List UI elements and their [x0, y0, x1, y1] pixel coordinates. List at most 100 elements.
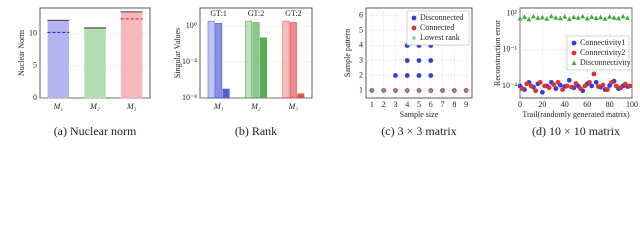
marker	[564, 83, 570, 89]
y-tick-label: 2	[359, 70, 363, 79]
marker	[404, 73, 410, 78]
y-axis-label: Nuclear Norm	[17, 29, 26, 76]
x-tick-label: M₂	[250, 102, 261, 111]
y-tick-label: 4	[359, 40, 363, 49]
bar	[282, 20, 290, 99]
marker	[589, 14, 595, 19]
caption: (d) 10 × 10 matrix	[532, 124, 620, 138]
bar	[297, 93, 305, 99]
x-tick-label: 5	[417, 100, 421, 109]
bar	[215, 23, 223, 99]
marker	[596, 84, 601, 89]
marker	[571, 50, 577, 56]
bar	[245, 20, 253, 99]
marker	[560, 87, 565, 92]
caption: (c) 3 × 3 matrix	[381, 124, 456, 138]
x-tick-label: 0	[518, 100, 522, 109]
marker	[440, 88, 445, 93]
x-axis-label: Trail(randomly generated matrix)	[522, 110, 630, 119]
marker	[600, 82, 606, 88]
marker	[591, 71, 597, 77]
marker	[411, 15, 417, 21]
marker	[613, 83, 619, 89]
legend-label: Lowest rank	[420, 33, 460, 42]
y-tick-label: 5	[359, 25, 363, 34]
marker	[526, 16, 532, 22]
y-tick-label: 3	[359, 55, 363, 64]
marker	[571, 14, 577, 20]
x-tick-label: 60	[583, 100, 591, 109]
marker	[578, 86, 583, 92]
marker	[566, 16, 572, 22]
marker	[528, 83, 534, 89]
marker	[428, 58, 434, 63]
x-tick-label: M₂	[89, 102, 100, 111]
marker	[452, 88, 457, 93]
x-tick-label: M₃	[288, 102, 299, 111]
annotation: GT:2	[285, 9, 302, 18]
marker	[546, 85, 552, 91]
x-tick-label: 7	[441, 100, 445, 109]
marker	[557, 15, 563, 21]
y-tick-label: 10⁻⁴	[502, 81, 517, 90]
x-tick-label: 4	[405, 100, 409, 109]
y-tick-label: 10²	[507, 9, 518, 18]
y-tick-label: 10⁻¹	[502, 45, 517, 54]
y-tick-label: 6	[359, 10, 363, 19]
y-axis-label: Reconstruction error	[493, 20, 502, 86]
legend-box	[406, 10, 470, 46]
bar	[289, 22, 297, 99]
bar	[84, 27, 106, 99]
legend-label: Connectivity2	[580, 48, 625, 57]
marker	[463, 88, 469, 93]
marker	[428, 88, 434, 93]
x-tick-label: M₃	[126, 102, 137, 111]
marker	[542, 83, 548, 89]
marker	[369, 88, 375, 93]
legend-box	[566, 35, 630, 71]
marker	[555, 79, 561, 85]
marker	[602, 16, 608, 21]
marker	[593, 15, 599, 21]
marker	[607, 14, 612, 19]
marker	[411, 35, 417, 40]
marker	[519, 86, 525, 92]
y-tick-label: 10	[29, 29, 37, 38]
marker	[575, 15, 581, 20]
legend-label: Connected	[420, 23, 454, 32]
marker	[573, 81, 579, 86]
marker	[540, 14, 545, 20]
marker	[428, 73, 434, 78]
x-tick-label: 80	[606, 100, 614, 109]
marker	[548, 13, 554, 19]
marker	[411, 25, 417, 31]
marker	[618, 85, 624, 91]
legend-label: Connectivity1	[580, 38, 625, 47]
annotation: GT:2	[248, 9, 265, 18]
marker	[562, 13, 568, 19]
bar	[259, 37, 267, 99]
bar	[252, 22, 260, 99]
marker	[416, 73, 422, 78]
marker	[522, 14, 527, 19]
marker	[598, 14, 604, 20]
marker	[535, 15, 541, 20]
y-tick-label: 5	[33, 61, 37, 70]
x-tick-label: 2	[382, 100, 386, 109]
legend-label: Disconnectivity	[580, 58, 631, 67]
marker	[551, 82, 556, 87]
marker	[593, 79, 599, 85]
y-tick-label: 10⁰	[186, 21, 197, 30]
bar	[120, 11, 143, 99]
x-tick-label: M₁	[213, 102, 224, 111]
marker	[569, 84, 574, 90]
x-tick-label: 3	[393, 100, 397, 109]
marker	[627, 83, 633, 89]
marker	[544, 16, 550, 21]
marker	[393, 88, 398, 93]
x-tick-label: 8	[452, 100, 456, 109]
x-tick-label: 100	[626, 100, 638, 109]
marker	[537, 79, 543, 85]
marker	[517, 15, 523, 21]
